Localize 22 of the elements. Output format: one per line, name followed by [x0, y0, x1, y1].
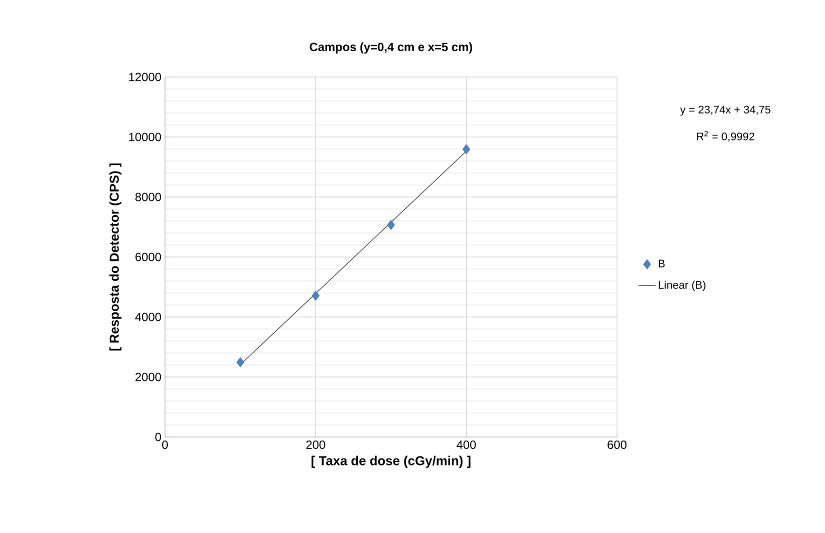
text: y = 23,74x + 34,75 [680, 106, 770, 116]
y-tick-label: 2000 [135, 372, 162, 382]
legend-label: Linear (B) [658, 280, 706, 291]
x-tick-label: 200 [306, 440, 326, 449]
y-tick-label: 4000 [135, 312, 162, 322]
chart-title: Campos (y=0,4 cm e x=5 cm) [310, 42, 472, 54]
x-tick-label: 400 [456, 440, 476, 449]
y-tick-label: 12000 [129, 72, 162, 82]
x-tick-label: 0 [162, 440, 168, 449]
text: R$^{2}$ = 0,9992 [697, 130, 754, 142]
y-tick-label: 10000 [129, 132, 162, 142]
y-tick-label: 0 [155, 432, 162, 442]
x-tick-label: 600 [608, 440, 627, 449]
y-tick-label: 8000 [135, 192, 162, 202]
point [387, 220, 395, 230]
point [312, 290, 320, 301]
point [236, 357, 244, 368]
y-axis-title: [ Resposta do Detector (CPS) ] [109, 163, 122, 351]
point [462, 144, 470, 154]
y-tick-label: 6000 [136, 252, 162, 262]
x-axis-title: [ Taxa de dose (cGy/min) ] [312, 456, 470, 468]
legend-label: B [658, 260, 665, 268]
